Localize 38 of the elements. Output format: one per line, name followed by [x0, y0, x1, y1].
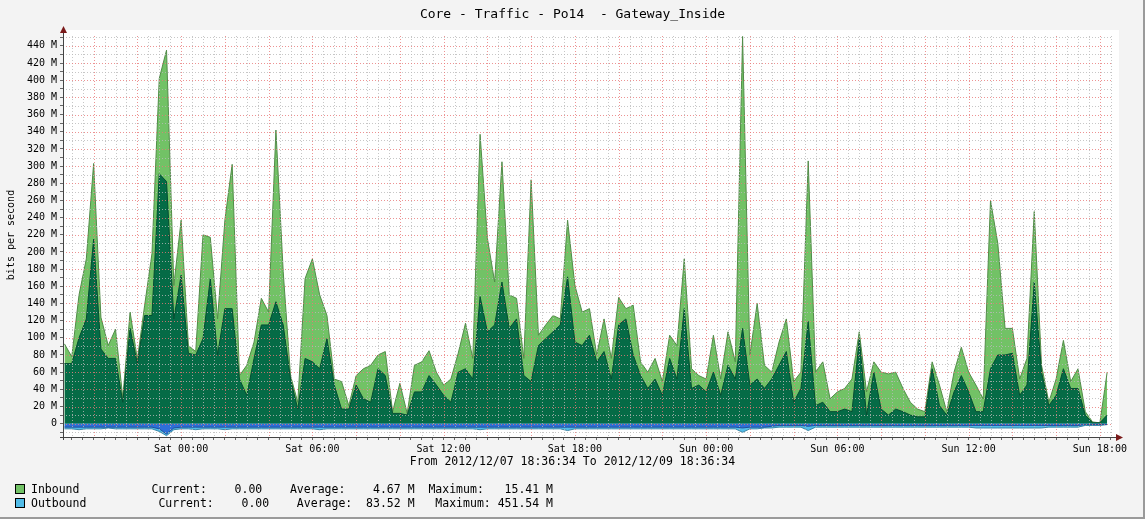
x-tick-label: Sat 18:00: [547, 442, 602, 454]
legend-label: Inbound: [31, 482, 80, 496]
x-tick-label: Sun 06:00: [810, 442, 865, 454]
text: Current: 0.00 Average: 83.52 M Maximum: 451.54 M: [158, 496, 554, 510]
y-tick-label: 240 M: [26, 211, 57, 223]
y-tick-label: 220 M: [26, 228, 57, 240]
x-tick-label: Sun 12:00: [941, 442, 996, 454]
y-tick-label: 380 M: [26, 90, 57, 102]
y-tick-label: 360 M: [26, 108, 57, 120]
y-tick-label: 60 M: [32, 365, 57, 377]
x-tick-label: Sun 00:00: [679, 442, 734, 454]
y-tick-label: 260 M: [26, 194, 57, 206]
y-tick-label: 180 M: [26, 262, 57, 274]
y-tick-label: 160 M: [26, 279, 57, 291]
y-tick-label: 120 M: [26, 314, 57, 326]
y-tick-label: 340 M: [26, 125, 57, 137]
y-tick-label: 400 M: [26, 73, 57, 85]
legend-label: Outbound: [31, 496, 87, 510]
chart-title: Core - Traffic - Po14 - Gateway_Inside: [418, 6, 727, 22]
y-tick-label: 40 M: [32, 382, 57, 394]
y-tick-label: 440 M: [26, 39, 57, 51]
x-tick-label: Sat 00:00: [154, 442, 209, 454]
x-tick-label: Sun 18:00: [1072, 442, 1127, 454]
y-tick-label: 280 M: [26, 176, 57, 188]
x-axis-title: From 2012/12/07 18:36:34 To 2012/12/09 18:36:34: [408, 454, 737, 468]
y-tick-label: 300 M: [26, 159, 57, 171]
text: Current: 0.00 Average: 4.67 M Maximum: 15.41 M: [151, 482, 554, 496]
y-tick-label: 140 M: [26, 297, 57, 309]
x-tick-label: Sat 12:00: [416, 442, 471, 454]
y-tick-label: 200 M: [26, 245, 57, 257]
y-tick-label: 100 M: [26, 331, 57, 343]
y-tick-label: 20 M: [32, 400, 57, 412]
y-tick-label: 320 M: [26, 142, 57, 154]
y-tick-label: 420 M: [26, 56, 57, 68]
y-tick-label: 80 M: [32, 348, 57, 360]
x-tick-label: Sat 06:00: [285, 442, 340, 454]
y-axis-title: bits per second: [5, 189, 17, 281]
y-tick-label: 0: [50, 417, 57, 429]
